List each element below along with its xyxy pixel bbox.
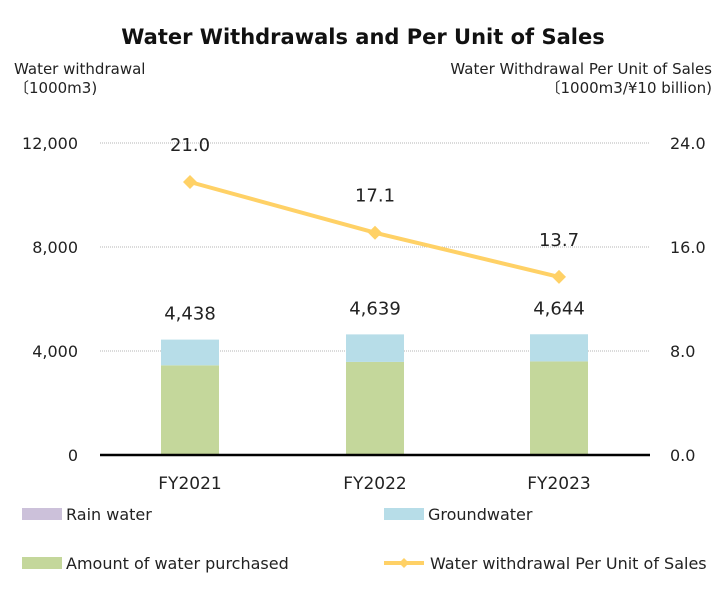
legend-label: Water withdrawal Per Unit of Sales (430, 554, 707, 573)
bar-segment-amount-of-water-purchased (161, 365, 219, 455)
left-tick-label: 12,000 (22, 134, 78, 153)
left-axis-ticks: 0 4,000 8,000 12,000 (22, 134, 78, 465)
bar-segment-groundwater (346, 334, 404, 362)
legend-item: Rain water (22, 505, 152, 524)
legend-label: Rain water (66, 505, 152, 524)
bar-total-label: 4,438 (164, 304, 216, 325)
bar-segment-amount-of-water-purchased (346, 361, 404, 455)
left-tick-label: 4,000 (32, 342, 78, 361)
per-unit-value-label: 21.0 (170, 135, 210, 156)
per-unit-value-label: 17.1 (355, 186, 395, 207)
category-label: FY2022 (343, 474, 406, 494)
category-label: FY2021 (158, 474, 221, 494)
per-unit-marker (183, 175, 197, 189)
legend-marker-swatch (399, 558, 409, 568)
right-tick-label: 0.0 (670, 446, 695, 465)
category-labels: FY2021 FY2022 FY2023 (158, 474, 590, 494)
category-label: FY2023 (527, 474, 590, 494)
bar-segment-amount-of-water-purchased (530, 361, 588, 455)
right-axis-unit: 〔1000m3/¥10 billion) (545, 79, 712, 97)
right-axis-ticks: 0.0 8.0 16.0 24.0 (670, 134, 706, 465)
legend-label: Groundwater (428, 505, 533, 524)
bar-total-labels: 4,438 4,639 4,644 (164, 298, 585, 324)
bar-total-label: 4,644 (533, 298, 585, 319)
right-tick-label: 8.0 (670, 342, 695, 361)
right-tick-label: 16.0 (670, 238, 706, 257)
legend-swatch (22, 508, 62, 520)
bar-total-label: 4,639 (349, 298, 401, 319)
right-axis-title: Water Withdrawal Per Unit of Sales (450, 60, 712, 78)
legend-label: Amount of water purchased (66, 554, 289, 573)
per-unit-marker (368, 225, 382, 240)
left-tick-label: 8,000 (32, 238, 78, 257)
right-tick-label: 24.0 (670, 134, 706, 153)
per-unit-line: 21.0 17.1 13.7 (170, 135, 579, 284)
per-unit-value-label: 13.7 (539, 230, 579, 251)
chart-title: Water Withdrawals and Per Unit of Sales (121, 25, 604, 49)
legend-swatch (384, 508, 424, 520)
legend: Rain water Groundwater Amount of water pur… (22, 505, 707, 573)
legend-item: Water withdrawal Per Unit of Sales (384, 554, 707, 573)
legend-item: Amount of water purchased (22, 554, 289, 573)
legend-item: Groundwater (384, 505, 533, 524)
per-unit-marker (552, 269, 566, 284)
stacked-bars (161, 334, 588, 455)
left-axis-unit: 〔1000m3) (14, 79, 97, 97)
bar-segment-groundwater (161, 339, 219, 366)
bar-segment-groundwater (530, 334, 588, 362)
left-axis-title: Water withdrawal (14, 60, 145, 78)
legend-swatch (22, 557, 62, 569)
left-tick-label: 0 (68, 446, 78, 465)
